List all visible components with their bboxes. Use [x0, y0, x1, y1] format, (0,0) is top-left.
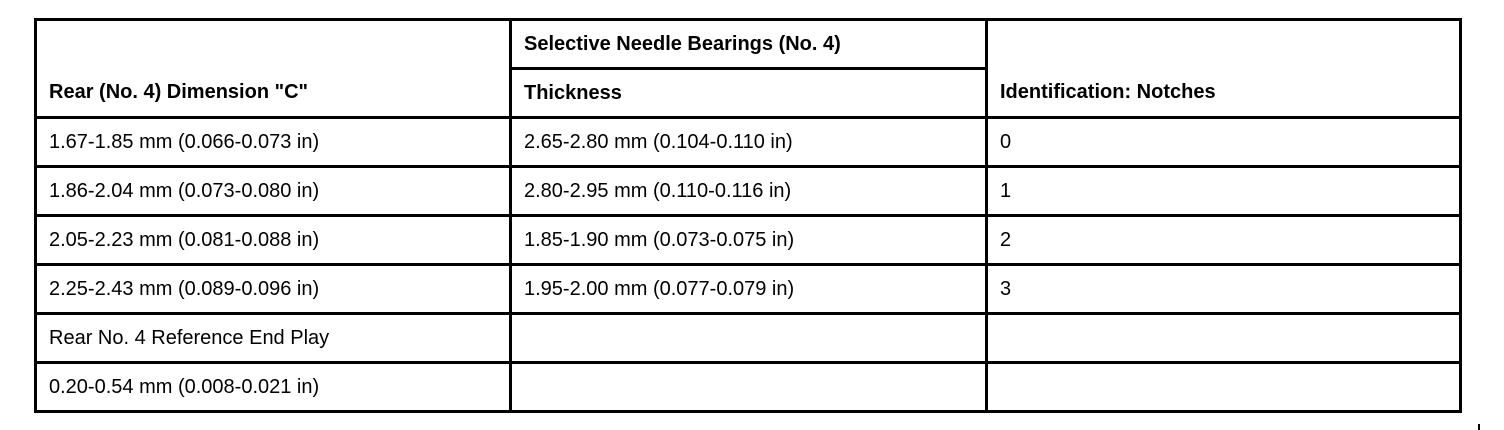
cell-empty: [509, 361, 988, 413]
cell-dimension: 2.05-2.23 mm (0.081-0.088 in): [34, 214, 512, 266]
cell-thickness: 1.85-1.90 mm (0.073-0.075 in): [509, 214, 988, 266]
cell-dimension: 1.67-1.85 mm (0.066-0.073 in): [34, 116, 512, 168]
cell-notches: 1: [985, 165, 1462, 217]
table-row: 1.67-1.85 mm (0.066-0.073 in) 2.65-2.80 …: [34, 116, 1462, 168]
table-row: Rear No. 4 Reference End Play: [34, 312, 1462, 364]
table-row: 0.20-0.54 mm (0.008-0.021 in): [34, 361, 1462, 413]
cell-dimension: 2.25-2.43 mm (0.089-0.096 in): [34, 263, 512, 315]
table-row: 2.05-2.23 mm (0.081-0.088 in) 1.85-1.90 …: [34, 214, 1462, 266]
subheader-row: Thickness: [36, 67, 1461, 119]
table-row: 1.86-2.04 mm (0.073-0.080 in) 2.80-2.95 …: [34, 165, 1462, 217]
cell-notches: 2: [985, 214, 1462, 266]
cell-thickness: 2.65-2.80 mm (0.104-0.110 in): [509, 116, 988, 168]
cell-empty: [509, 312, 988, 364]
cell-end-play-label: Rear No. 4 Reference End Play: [34, 312, 512, 364]
cell-empty: [985, 312, 1462, 364]
bearing-spec-table: Rear (No. 4) Dimension "C" Selective Nee…: [34, 18, 1462, 413]
header-selective-needle-bearings: Selective Needle Bearings (No. 4): [509, 18, 988, 70]
cell-notches: 3: [985, 263, 1462, 315]
cell-dimension: 1.86-2.04 mm (0.073-0.080 in): [34, 165, 512, 217]
scan-mark: [1478, 424, 1480, 430]
header-rear-dimension: Rear (No. 4) Dimension "C": [34, 18, 512, 119]
table-row: 2.25-2.43 mm (0.089-0.096 in) 1.95-2.00 …: [34, 263, 1462, 315]
cell-thickness: 2.80-2.95 mm (0.110-0.116 in): [509, 165, 988, 217]
cell-empty: [985, 361, 1462, 413]
cell-end-play-value: 0.20-0.54 mm (0.008-0.021 in): [34, 361, 512, 413]
header-row: Rear (No. 4) Dimension "C" Selective Nee…: [34, 18, 1462, 119]
header-identification-notches: Identification: Notches: [985, 18, 1462, 119]
header-thickness: Thickness: [509, 67, 988, 119]
cell-notches: 0: [985, 116, 1462, 168]
cell-thickness: 1.95-2.00 mm (0.077-0.079 in): [509, 263, 988, 315]
